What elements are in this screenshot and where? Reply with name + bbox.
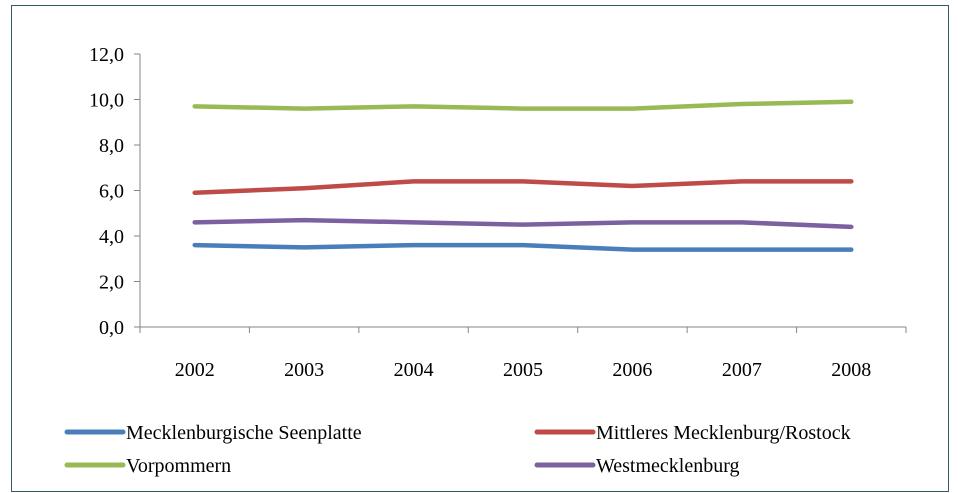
legend-label: Mecklenburgische Seenplatte xyxy=(126,422,362,444)
series-line-4 xyxy=(192,217,854,230)
series-line-2 xyxy=(192,179,854,196)
x-tick-label: 2004 xyxy=(394,359,434,381)
y-tick-label: 2,0 xyxy=(99,272,124,294)
x-tick-label: 2007 xyxy=(722,359,762,381)
series-line-1 xyxy=(192,242,854,252)
x-tick-label: 2005 xyxy=(503,359,543,381)
y-tick-label: 10,0 xyxy=(89,90,124,112)
x-tick-label: 2006 xyxy=(612,359,652,381)
legend-label: Westmecklenburg xyxy=(596,455,740,477)
y-tick-label: 8,0 xyxy=(99,135,124,157)
y-tick-label: 0,0 xyxy=(99,317,124,339)
x-tick-label: 2008 xyxy=(831,359,871,381)
y-tick-label: 6,0 xyxy=(99,181,124,203)
y-tick-label: 4,0 xyxy=(99,226,124,248)
legend-label: Vorpommern xyxy=(126,455,231,477)
y-axis: 0,0 2,0 4,0 6,0 8,0 10,0 12,0 xyxy=(89,44,141,339)
y-tick-label: 12,0 xyxy=(89,44,124,66)
legend-label: Mittleres Mecklenburg/Rostock xyxy=(596,422,851,444)
series-line-3 xyxy=(192,99,854,111)
x-tick-label: 2003 xyxy=(284,359,324,381)
legend: Mecklenburgische Seenplatte Mittleres Mec… xyxy=(64,422,851,477)
x-axis: 2002 2003 2004 2005 2006 2007 2008 xyxy=(139,326,907,381)
x-tick-label: 2002 xyxy=(175,359,215,381)
series-lines xyxy=(192,99,854,252)
